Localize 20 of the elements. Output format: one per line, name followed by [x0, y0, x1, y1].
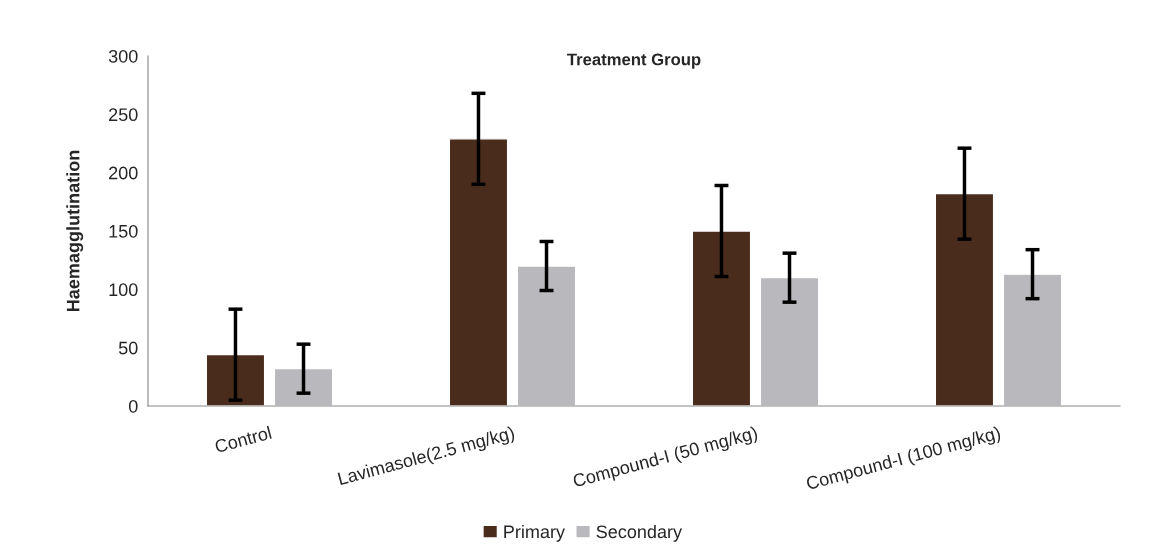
y-axis-title: Haemagglutination — [66, 150, 84, 312]
y-tick-label: 0 — [128, 399, 138, 413]
bar — [448, 138, 509, 406]
y-tick-label: 150 — [109, 224, 138, 238]
y-tick-label: 100 — [109, 283, 138, 297]
y-tick-label: 300 — [108, 49, 138, 63]
x-tick-label: Control — [214, 425, 272, 454]
y-tick-label: 250 — [109, 108, 138, 122]
bar — [691, 230, 752, 406]
y-tick-label: 50 — [118, 341, 138, 355]
bar — [273, 367, 334, 406]
bar — [759, 276, 820, 406]
legend-label: Primary — [504, 524, 565, 542]
bar — [934, 192, 995, 406]
bar — [205, 353, 266, 406]
y-tick-label: 200 — [109, 166, 138, 180]
bar — [516, 265, 577, 406]
bar — [1002, 273, 1063, 406]
legend-label: Secondary — [596, 524, 682, 542]
chart-title: Treatment Group — [567, 53, 701, 69]
